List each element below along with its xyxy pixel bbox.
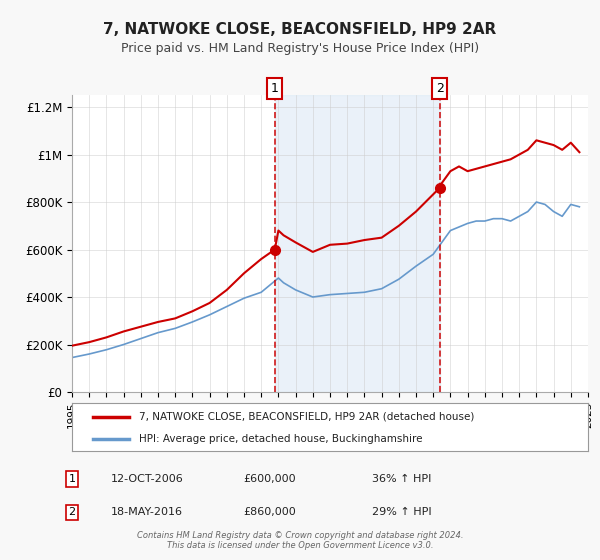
Text: 1: 1 — [68, 474, 76, 484]
Text: 1: 1 — [271, 82, 279, 95]
Text: 7, NATWOKE CLOSE, BEACONSFIELD, HP9 2AR (detached house): 7, NATWOKE CLOSE, BEACONSFIELD, HP9 2AR … — [139, 412, 475, 422]
Text: £600,000: £600,000 — [243, 474, 296, 484]
Text: 7, NATWOKE CLOSE, BEACONSFIELD, HP9 2AR: 7, NATWOKE CLOSE, BEACONSFIELD, HP9 2AR — [103, 22, 497, 38]
Text: 2: 2 — [68, 507, 76, 517]
Text: £860,000: £860,000 — [243, 507, 296, 517]
Text: 12-OCT-2006: 12-OCT-2006 — [111, 474, 184, 484]
Bar — [275, 95, 440, 392]
Text: HPI: Average price, detached house, Buckinghamshire: HPI: Average price, detached house, Buck… — [139, 434, 422, 444]
Text: 2: 2 — [436, 82, 443, 95]
Text: 36% ↑ HPI: 36% ↑ HPI — [372, 474, 431, 484]
Text: Price paid vs. HM Land Registry's House Price Index (HPI): Price paid vs. HM Land Registry's House … — [121, 42, 479, 55]
Text: 18-MAY-2016: 18-MAY-2016 — [111, 507, 183, 517]
Text: Contains HM Land Registry data © Crown copyright and database right 2024.
This d: Contains HM Land Registry data © Crown c… — [137, 530, 463, 550]
Text: 29% ↑ HPI: 29% ↑ HPI — [372, 507, 431, 517]
